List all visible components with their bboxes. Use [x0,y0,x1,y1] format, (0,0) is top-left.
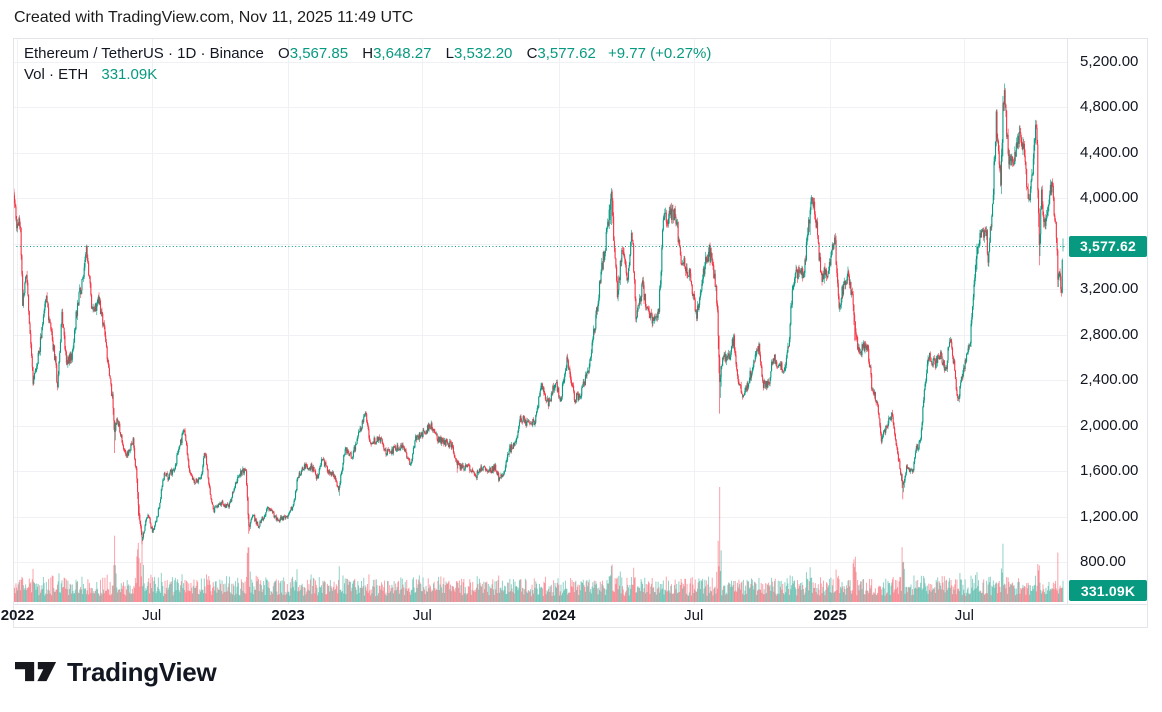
close-label: C [526,45,538,62]
time-tick-label: 2023 [271,607,305,624]
price-tick-label: 4,400.00 [1080,143,1139,161]
time-scale[interactable]: 2022 Jul 2023 Jul 2024 Jul 2025 Jul [1,604,1067,628]
last-price-badge: 3,577.62 [1069,235,1147,257]
price-chart-canvas[interactable] [13,38,1148,628]
chart-widget: Ethereum / TetherUS · 1D · Binance O3,56… [1,38,1148,628]
high-value: 3,648.27 [373,45,432,62]
price-tick-label: 1,200.00 [1080,507,1139,525]
time-tick-label: Jul [142,607,162,624]
price-tick-label: 4,800.00 [1080,98,1139,116]
tradingview-logo-text: TradingView [67,657,217,687]
volume-value: 331.09K [101,66,158,83]
high-label: H [362,45,374,62]
time-tick-label: Jul [684,607,704,624]
low-value: 3,532.20 [454,45,513,62]
last-volume-badge: 331.09K [1069,580,1147,601]
open-value: 3,567.85 [289,45,349,62]
close-value: 3,577.62 [537,45,596,62]
price-tick-label: 2,800.00 [1080,325,1139,343]
tradingview-logo-icon [15,661,57,682]
low-label: L [445,45,454,62]
tradingview-logo[interactable]: TradingView [15,653,217,691]
price-tick-label: 5,200.00 [1080,53,1139,70]
price-tick-label: 800.00 [1080,553,1126,570]
time-tick-label: Jul [412,607,432,624]
price-tick-label: 2,400.00 [1080,371,1139,389]
price-tick-label: 2,000.00 [1080,416,1139,434]
time-tick-label: 2025 [813,607,847,624]
creation-caption: Created with TradingView.com, Nov 11, 20… [14,9,414,26]
symbol-title: Ethereum / TetherUS · 1D · Binance [24,45,264,62]
price-tick-label: 1,600.00 [1080,462,1139,480]
volume-title: Vol · ETH [24,66,89,83]
price-scale[interactable]: 5,200.00 4,800.00 4,400.00 4,000.00 3,200.00… [1067,38,1148,604]
time-tick-label: Jul [954,607,974,624]
time-tick-label: 2024 [542,607,576,624]
chart-legend: Ethereum / TetherUS · 1D · Binance O3,56… [24,44,711,85]
price-tick-label: 3,200.00 [1080,280,1139,298]
price-tick-label: 4,000.00 [1080,189,1139,207]
legend-volume-row: Vol · ETH 331.09K [24,65,711,85]
legend-ohlc-row: Ethereum / TetherUS · 1D · Binance O3,56… [24,44,711,64]
open-label: O [278,45,290,62]
change-value: +9.77 (+0.27%) [607,45,712,62]
time-tick-label: 2022 [0,607,35,624]
